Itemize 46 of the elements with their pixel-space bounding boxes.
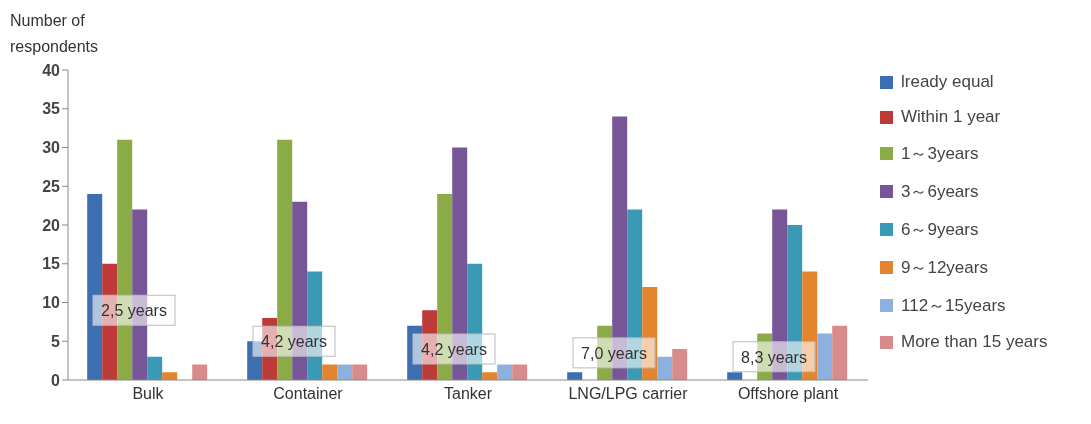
bar (87, 194, 103, 380)
bar (337, 364, 353, 380)
bar (247, 341, 263, 380)
y-tick-label: 0 (51, 371, 61, 389)
x-tick-label: Tanker (443, 385, 493, 403)
y-tick-label: 30 (42, 139, 61, 157)
bar (192, 364, 208, 380)
legend-label: 6～9years (901, 219, 979, 241)
annotation: 4,2 years (261, 333, 327, 351)
bar (817, 333, 833, 380)
legend-label: 3～6years (901, 181, 979, 203)
legend-label: lready equal (901, 72, 994, 92)
bar (162, 372, 178, 380)
bar (657, 356, 673, 380)
bar (497, 364, 513, 380)
legend-label: Within 1 year (901, 107, 1001, 127)
y-tick-label: 35 (42, 100, 61, 118)
bar (727, 372, 743, 380)
y-tick-label: 5 (51, 332, 61, 350)
legend-label: 9～12years (901, 257, 988, 279)
annotation: 4,2 years (421, 341, 487, 358)
bar (482, 372, 498, 380)
y-tick-label: 25 (42, 177, 61, 195)
bar (567, 372, 583, 380)
bar (672, 349, 688, 380)
x-tick-label: Container (273, 385, 344, 403)
bar (407, 325, 423, 380)
bar (352, 364, 368, 380)
y-axis-title: Number of respondents (10, 11, 99, 57)
bar (512, 364, 528, 380)
legend-label: More than 15 years (901, 332, 1048, 352)
annotation: 8,3 years (741, 348, 807, 366)
y-tick-label: 40 (42, 61, 61, 79)
legend-label: 112～15years (901, 295, 1006, 317)
y-tick-label: 15 (42, 255, 61, 273)
annotation: 7,0 years (581, 344, 647, 362)
legend-label: 1～3years (901, 143, 979, 165)
bar (147, 356, 163, 380)
y-tick-label: 10 (42, 294, 61, 312)
x-tick-label: Offshore plant (737, 385, 839, 403)
x-tick-label: LNG/LPG carrier (568, 385, 689, 403)
y-tick-label: 20 (42, 216, 61, 234)
bar (832, 325, 848, 380)
annotation: 2,5 years (101, 302, 167, 320)
x-tick-label: Bulk (132, 385, 165, 403)
bar (322, 364, 338, 380)
